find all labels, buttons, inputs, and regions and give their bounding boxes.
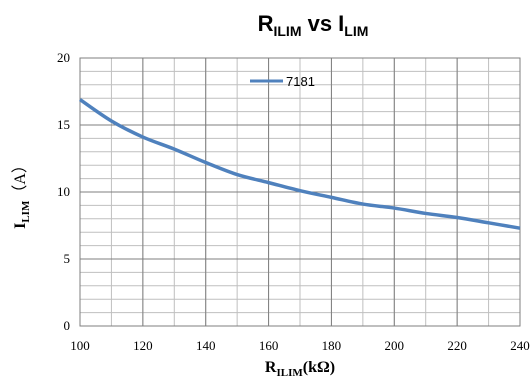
chart-title: RILIM vs ILIM <box>258 11 369 39</box>
x-tick-label: 140 <box>196 338 216 353</box>
series-line-7181 <box>79 98 521 230</box>
y-axis-label-main: I <box>12 223 29 229</box>
x-tick-label: 160 <box>259 338 279 353</box>
chart-title-r: R <box>258 11 274 36</box>
plot-area-border <box>79 57 521 327</box>
x-axis-label-sub: ILIM <box>276 367 303 379</box>
x-tick-label: 240 <box>510 338 530 353</box>
y-tick-label: 5 <box>64 251 71 266</box>
x-tick-label: 120 <box>133 338 153 353</box>
y-tick-label: 0 <box>64 318 71 333</box>
y-axis-label: ILIM（A） <box>11 157 32 229</box>
chart-title-sub1: ILIM <box>273 23 301 39</box>
x-axis-label: RILIM(kΩ) <box>265 359 335 379</box>
y-tick-label: 10 <box>57 184 70 199</box>
x-tick-label: 180 <box>322 338 342 353</box>
x-axis-label-main: R <box>265 359 277 376</box>
chart-title-mid: vs I <box>301 11 344 36</box>
y-axis-label-sub: LIM <box>20 200 32 223</box>
legend: 7181 <box>250 74 315 89</box>
y-tick-label: 15 <box>57 117 70 132</box>
x-tick-labels: 100 120 140 160 180 200 220 240 <box>70 338 530 353</box>
y-tick-label: 20 <box>57 50 70 65</box>
x-tick-label: 220 <box>447 338 467 353</box>
chart-title-sub2: LIM <box>344 23 368 39</box>
x-tick-label: 100 <box>70 338 90 353</box>
legend-label-7181: 7181 <box>286 74 315 89</box>
y-tick-labels: 0 5 10 15 20 <box>57 50 70 333</box>
y-axis-label-rest: （A） <box>11 157 29 201</box>
x-tick-label: 200 <box>385 338 405 353</box>
x-axis-label-rest: (kΩ) <box>303 359 335 376</box>
series-layer <box>79 98 521 230</box>
